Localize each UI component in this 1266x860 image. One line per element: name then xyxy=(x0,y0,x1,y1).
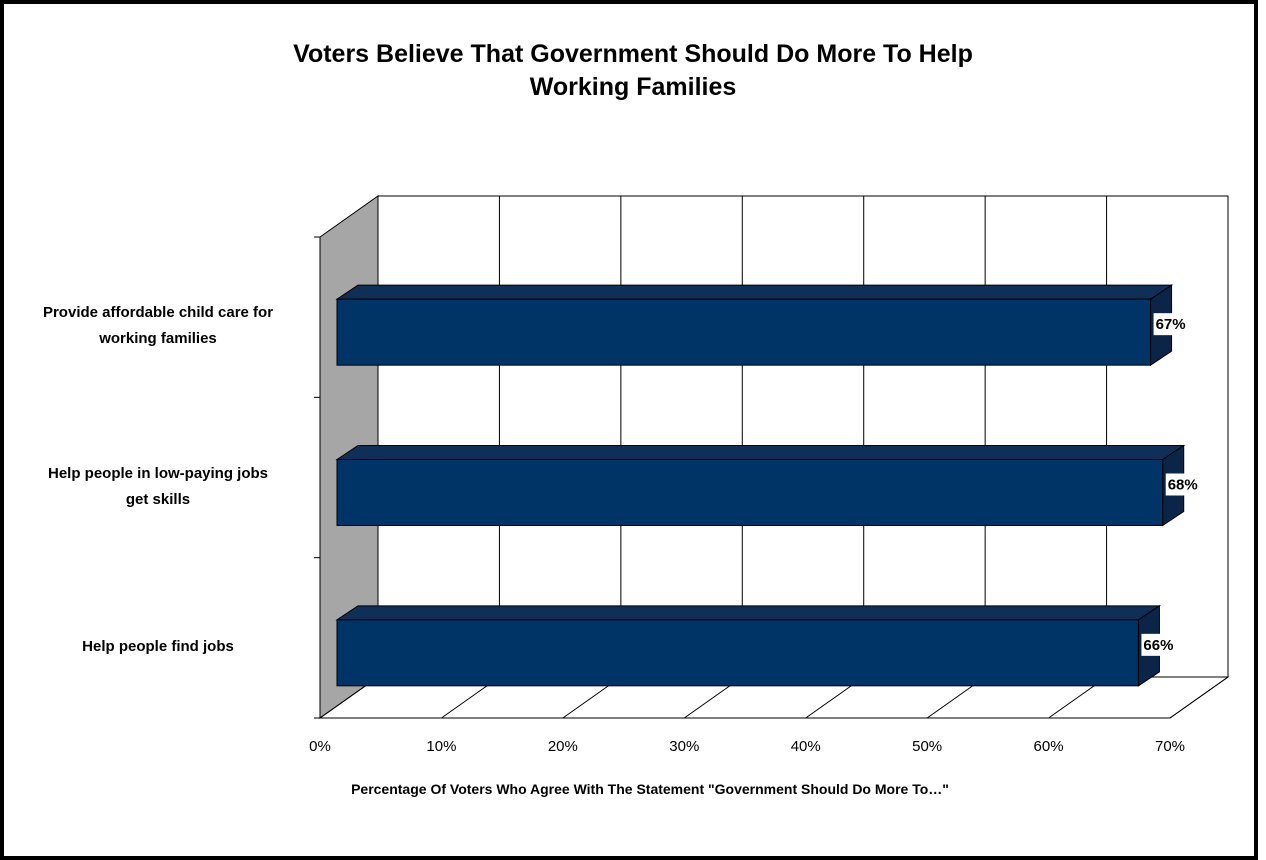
category-label-line: working families xyxy=(99,330,217,348)
category-label-line: Help people in low-paying jobs xyxy=(47,464,268,482)
x-tick-label: 20% xyxy=(547,738,578,755)
x-tick-label: 50% xyxy=(912,738,943,755)
bar-2 xyxy=(336,619,1139,687)
bar-1 xyxy=(336,459,1164,526)
back-wall xyxy=(377,195,1229,678)
category-label: Provide affordable child care for working… xyxy=(8,300,308,352)
x-tick-label: 40% xyxy=(790,738,821,755)
x-tick-label: 0% xyxy=(309,738,331,755)
x-tick-label: 60% xyxy=(1033,738,1064,755)
category-label-line: Provide affordable child care for xyxy=(42,304,274,322)
category-label-line: Help people find jobs xyxy=(82,637,234,655)
x-tick-label: 30% xyxy=(669,738,700,755)
bar-0 xyxy=(336,298,1152,366)
x-tick-label: 10% xyxy=(426,738,457,755)
category-label: Help people find jobs xyxy=(8,634,308,660)
data-label-bg-0 xyxy=(1153,313,1190,336)
bar-top-2 xyxy=(335,605,1162,621)
data-label-bg-2 xyxy=(1141,633,1178,656)
data-label-1: 68% xyxy=(1168,477,1198,494)
data-label-0: 67% xyxy=(1156,316,1186,333)
chart-title-line-2: Working Families xyxy=(529,73,737,101)
chart-title-line-1: Voters Believe That Government Should Do… xyxy=(293,40,973,68)
data-label-bg-1 xyxy=(1165,473,1202,496)
gridline-floor-7 xyxy=(1169,676,1229,719)
category-label: Help people in low-paying jobs get skills xyxy=(8,461,308,513)
chart-title: Voters Believe That Government Should Do… xyxy=(0,38,1266,104)
x-tick-label: 70% xyxy=(1154,738,1186,755)
data-label-2: 66% xyxy=(1143,637,1173,654)
x-axis-label: Percentage Of Voters Who Agree With The … xyxy=(351,781,949,797)
bar-top-0 xyxy=(335,284,1174,300)
bar-top-1 xyxy=(335,445,1186,460)
category-label-line: get skills xyxy=(125,490,191,508)
